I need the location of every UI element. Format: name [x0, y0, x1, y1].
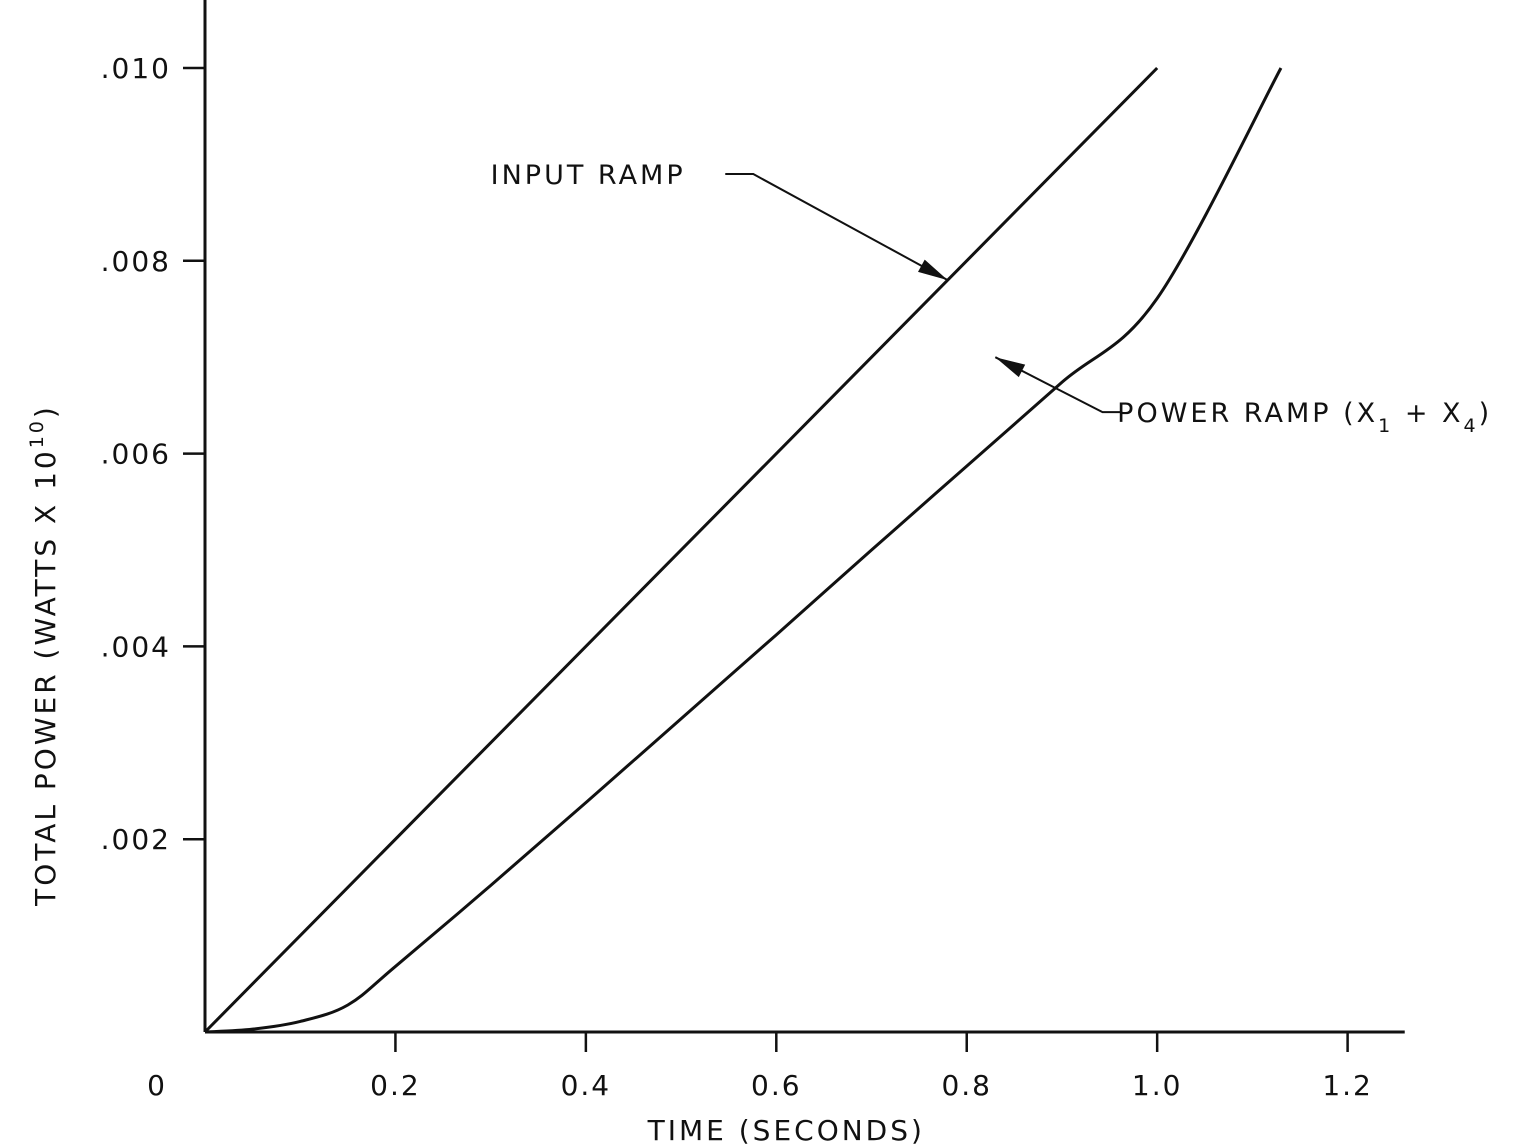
x-tick-label: 1.2	[1322, 1069, 1373, 1102]
x-tick-label: 0.4	[561, 1069, 612, 1102]
power-ramp-label-sub2: 4	[1464, 415, 1479, 437]
y-tick-label: .004	[101, 630, 171, 663]
x-axis-title: TIME (SECONDS)	[647, 1114, 925, 1145]
y-tick-label: .006	[101, 438, 171, 471]
y-tick-label: .002	[101, 823, 171, 856]
x-tick-label: 0.8	[941, 1069, 992, 1102]
series-line-input-ramp	[205, 68, 1157, 1032]
svg-text:TOTAL POWER (WATTS X 1010): TOTAL POWER (WATTS X 1010)	[26, 404, 62, 907]
series-layer	[205, 68, 1281, 1032]
x-tick-label: 1.0	[1132, 1069, 1183, 1102]
y-tick-label: .008	[101, 245, 171, 278]
power-ramp-label-sub1: 1	[1378, 415, 1393, 437]
power-ramp-arrowhead	[995, 357, 1025, 377]
power-ramp-label-mid: + X	[1393, 398, 1463, 429]
x-tick-label: 0	[147, 1069, 167, 1102]
y-axis-title: TOTAL POWER (WATTS X 1010)	[26, 404, 62, 907]
series-line-power-ramp	[205, 68, 1281, 1032]
y-ticks: .002 .004 .006 .008 .010	[101, 52, 205, 856]
x-ticks: 0 0.2 0.4 0.6 0.8 1.0 1.2	[147, 1032, 1373, 1102]
x-tick-label: 0.6	[751, 1069, 802, 1102]
x-tick-label: 0.2	[370, 1069, 421, 1102]
annotation-layer: INPUT RAMP POWER RAMP (X1 + X4)	[491, 160, 1493, 437]
y-axis-title-close: )	[29, 404, 62, 418]
power-ramp-label-text: POWER RAMP (X	[1117, 398, 1378, 429]
power-ramp-label-close: )	[1479, 398, 1493, 429]
input-ramp-arrowhead	[918, 260, 948, 281]
y-axis-title-main: TOTAL POWER (WATTS X 10	[29, 448, 62, 907]
y-axis-title-exponent: 10	[26, 418, 48, 448]
input-ramp-label: INPUT RAMP	[491, 160, 686, 191]
power-ramp-label: POWER RAMP (X1 + X4)	[1117, 398, 1492, 437]
y-tick-label: .010	[101, 52, 171, 85]
axes	[205, 0, 1405, 1032]
input-ramp-leader	[725, 174, 947, 280]
